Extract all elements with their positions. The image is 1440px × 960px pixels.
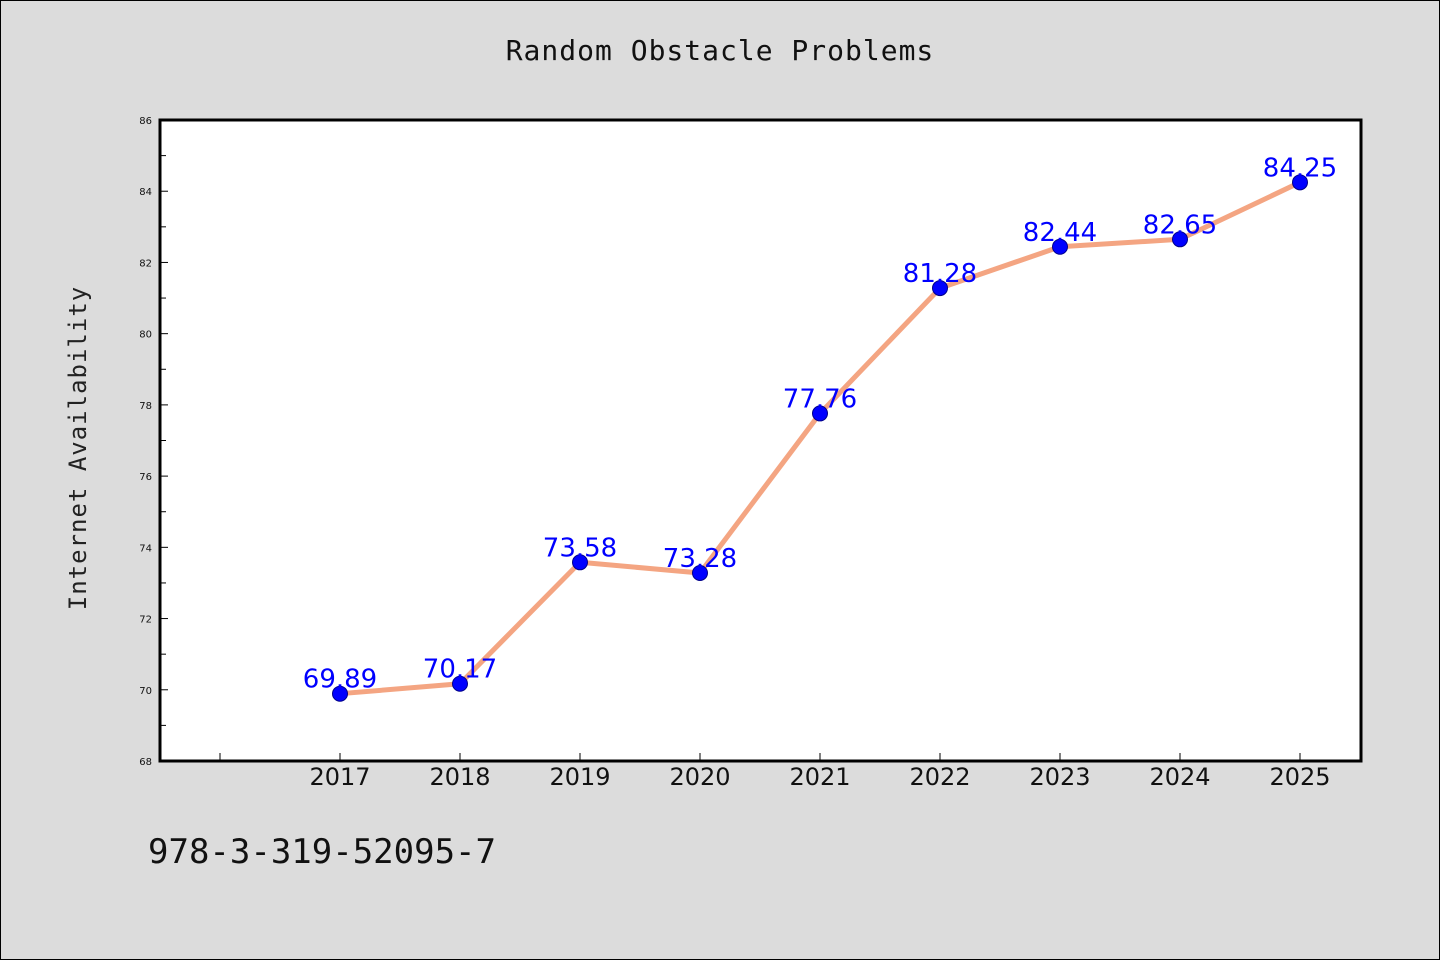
data-label: 73.58 xyxy=(543,533,617,563)
x-tick-label: 2017 xyxy=(309,763,370,791)
x-axis: 2017 2018 2019 2020 2021 2022 2023 2024 2025 xyxy=(219,753,1331,791)
x-tick-label: 2019 xyxy=(549,763,610,791)
y-tick-label: 78 xyxy=(139,401,152,412)
x-tick-label: 2021 xyxy=(789,763,850,791)
x-tick-label: 2018 xyxy=(429,763,490,791)
data-label: 73.28 xyxy=(663,544,737,574)
data-point-marker xyxy=(572,554,588,571)
data-point-marker xyxy=(452,675,468,692)
y-tick-label: 86 xyxy=(139,116,152,127)
series-layer: 69.89 70.17 73.58 73.28 77.76 81.28 82.44 82.65… xyxy=(303,153,1337,702)
x-tick-label: 2020 xyxy=(669,763,730,791)
data-label: 82.65 xyxy=(1143,210,1217,240)
data-label: 69.89 xyxy=(303,665,377,695)
y-tick-label: 82 xyxy=(139,258,152,269)
y-tick-label: 68 xyxy=(139,757,152,768)
data-point-marker xyxy=(812,405,828,422)
data-label: 77.76 xyxy=(783,384,857,414)
y-tick-label: 74 xyxy=(139,543,152,554)
data-point-marker xyxy=(692,564,708,581)
y-tick-label: 76 xyxy=(139,472,152,483)
data-label: 84.25 xyxy=(1263,153,1337,183)
data-label: 70.17 xyxy=(423,655,497,685)
data-point-marker xyxy=(932,280,948,297)
x-tick-label: 2024 xyxy=(1149,763,1210,791)
data-label: 82.44 xyxy=(1023,218,1097,248)
data-point-marker xyxy=(1052,238,1068,255)
y-axis: 68 70 72 74 76 78 80 82 84 86 xyxy=(139,116,168,768)
footer-code: 978-3-319-52095-7 xyxy=(148,832,496,872)
y-tick-label: 80 xyxy=(139,330,152,341)
y-tick-label: 70 xyxy=(139,686,152,697)
data-point-marker xyxy=(332,685,348,702)
y-tick-label: 72 xyxy=(139,615,152,626)
data-point-marker xyxy=(1292,174,1308,191)
data-point-marker xyxy=(1172,231,1188,248)
x-tick-label: 2022 xyxy=(909,763,970,791)
x-tick-label: 2023 xyxy=(1029,763,1090,791)
plot-area xyxy=(158,118,1363,763)
chart-title: Random Obstacle Problems xyxy=(505,34,935,67)
x-tick-label: 2025 xyxy=(1269,763,1330,791)
y-axis-label: Internet Availability xyxy=(64,286,92,610)
data-label: 81.28 xyxy=(903,259,977,289)
y-tick-label: 84 xyxy=(139,187,152,198)
